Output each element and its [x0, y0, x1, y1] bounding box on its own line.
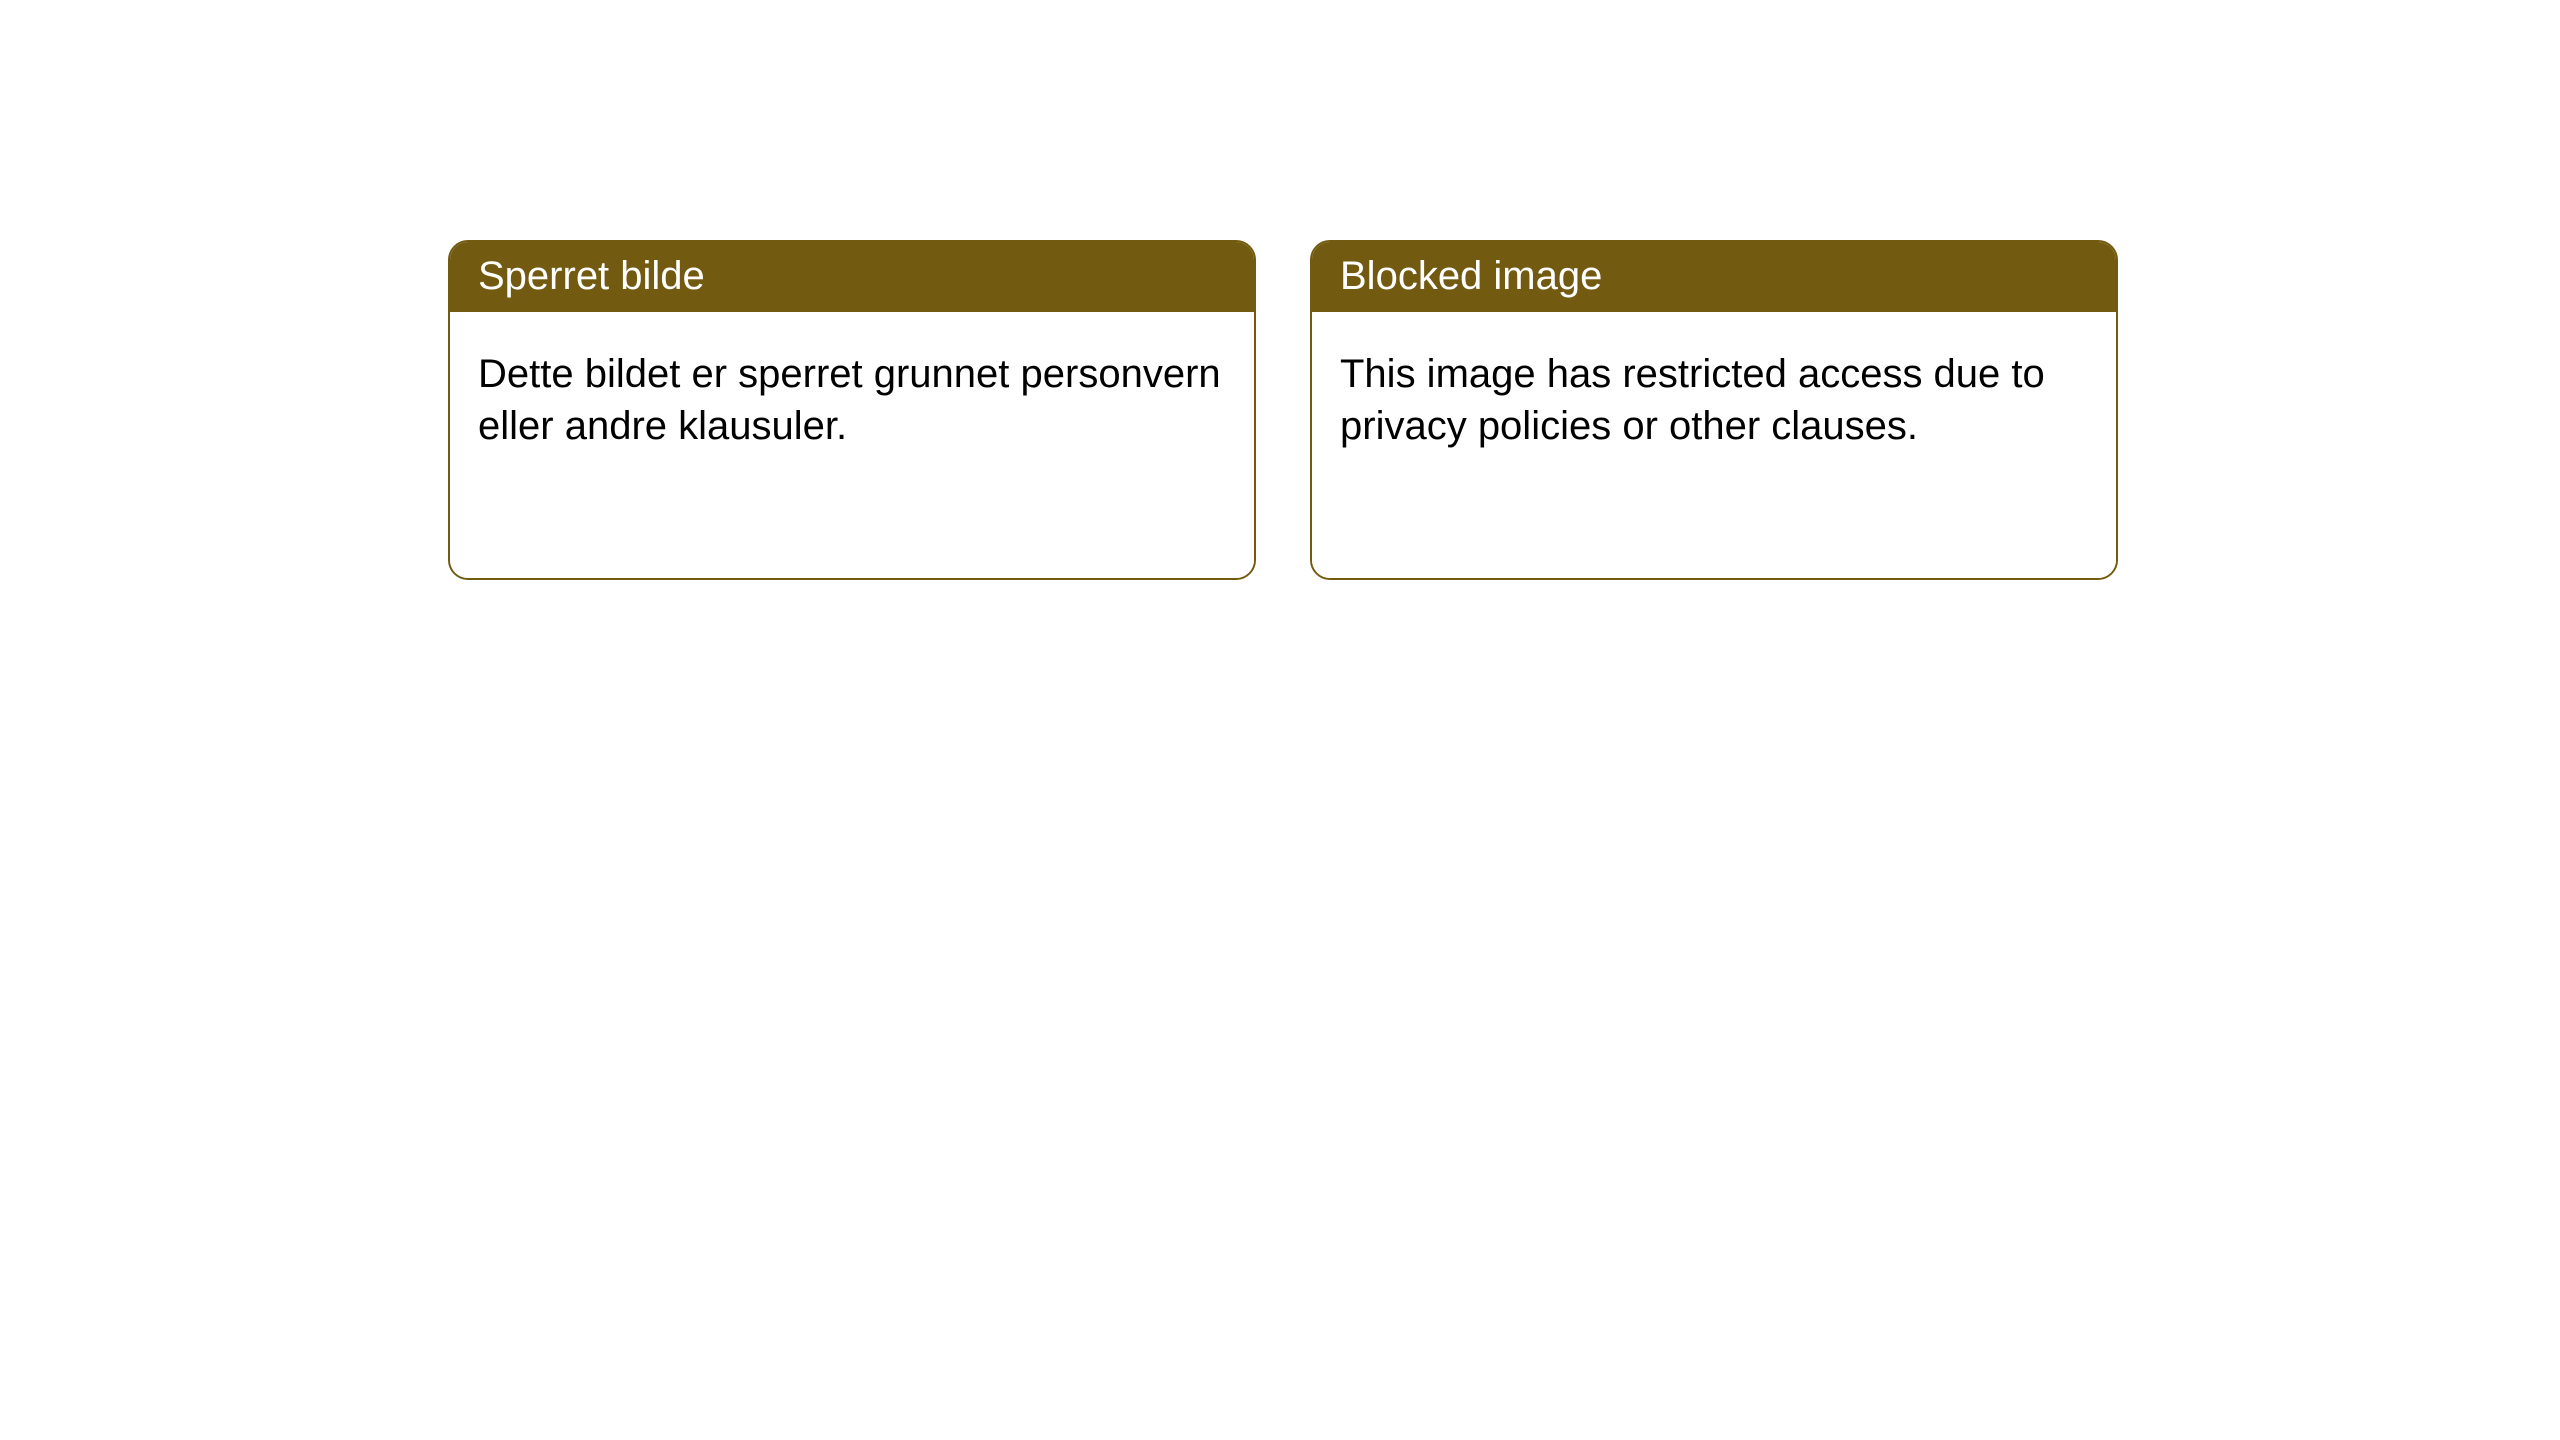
blocked-image-card-en: Blocked image This image has restricted …: [1310, 240, 2118, 580]
blocked-image-notices: Sperret bilde Dette bildet er sperret gr…: [448, 240, 2118, 580]
card-body-en: This image has restricted access due to …: [1312, 312, 2116, 578]
card-header-en: Blocked image: [1312, 242, 2116, 312]
card-body-no: Dette bildet er sperret grunnet personve…: [450, 312, 1254, 578]
blocked-image-card-no: Sperret bilde Dette bildet er sperret gr…: [448, 240, 1256, 580]
card-header-no: Sperret bilde: [450, 242, 1254, 312]
